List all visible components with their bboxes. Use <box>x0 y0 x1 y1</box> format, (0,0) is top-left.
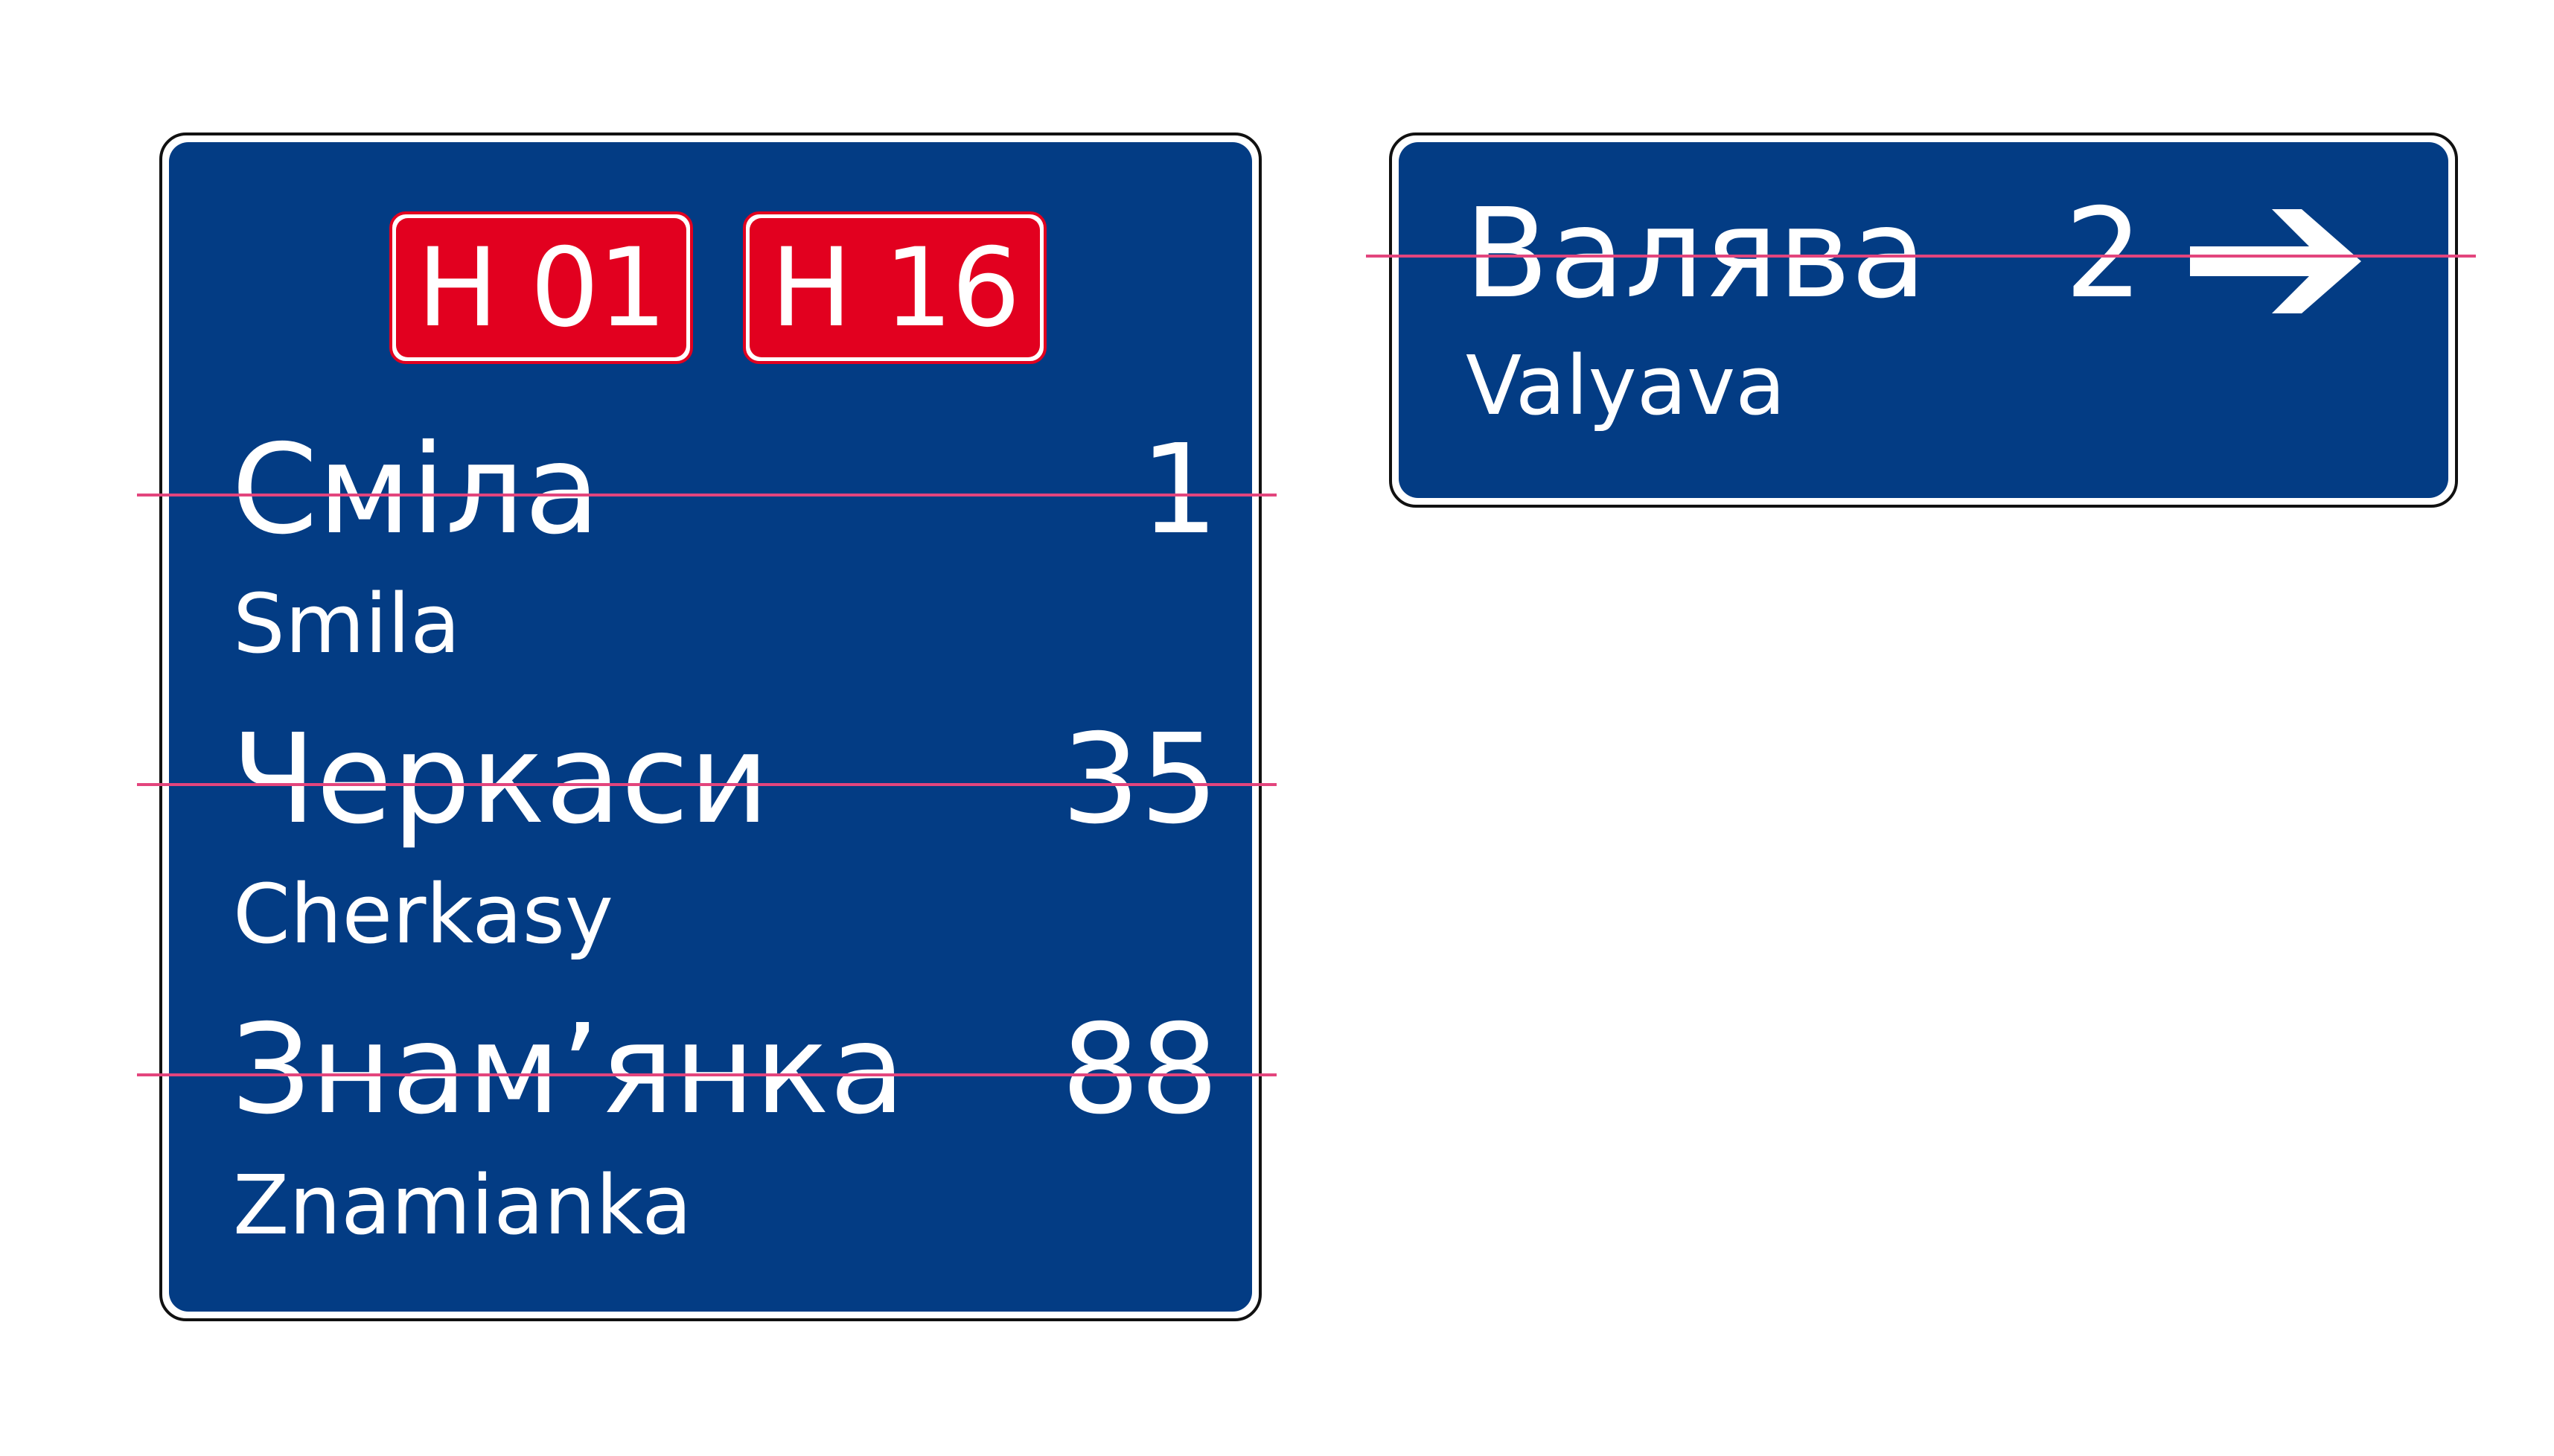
destination-latin-valyava: Valyava <box>1466 338 1786 433</box>
destination-native-cherkasy: Черкаси <box>232 708 770 852</box>
distance-smila: 1 <box>1140 418 1219 562</box>
destination-native-valyava: Валява <box>1464 182 1927 326</box>
distance-valyava: 2 <box>2064 182 2143 326</box>
destination-latin-znamianka: Znamianka <box>233 1158 692 1253</box>
right-arrow-icon <box>2190 209 2361 313</box>
guide-line-valyava <box>1366 255 2476 258</box>
route-label-h16: H 16 <box>750 218 1040 357</box>
guide-line-znamianka <box>137 1073 1277 1076</box>
left-direction-sign: H 01 H 16 Сміла Smila 1 Черкаси Cherkasy… <box>159 132 1262 1321</box>
right-direction-sign: Валява Valyava 2 <box>1389 132 2458 508</box>
guide-line-smila <box>137 494 1277 496</box>
destination-latin-smila: Smila <box>233 576 461 671</box>
route-badge-h01: H 01 <box>389 211 693 364</box>
distance-cherkasy: 35 <box>1061 708 1219 852</box>
guide-line-cherkasy <box>137 783 1277 786</box>
destination-native-smila: Сміла <box>232 418 601 562</box>
left-sign-panel: H 01 H 16 Сміла Smila 1 Черкаси Cherkasy… <box>169 142 1252 1312</box>
destination-latin-cherkasy: Cherkasy <box>233 866 614 962</box>
destination-native-znamianka: Знам’янка <box>232 998 906 1142</box>
route-badge-h16: H 16 <box>743 211 1047 364</box>
route-label-h01: H 01 <box>396 218 686 357</box>
distance-znamianka: 88 <box>1061 998 1219 1142</box>
right-sign-panel: Валява Valyava 2 <box>1399 142 2448 498</box>
